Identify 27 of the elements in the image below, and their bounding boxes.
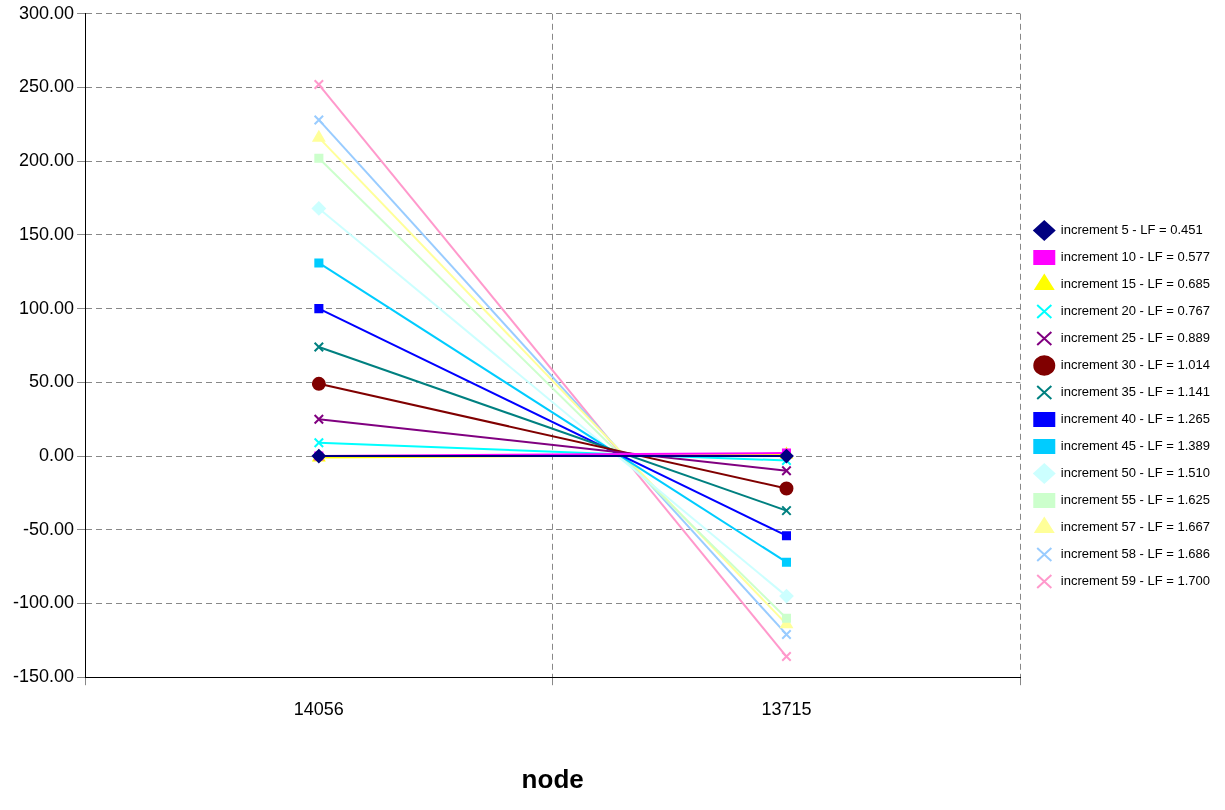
y-tick-label: 200.00 [18, 150, 75, 171]
legend-label: increment 57 - LF = 1.667 [1060, 519, 1211, 535]
y-tick-label: 250.00 [18, 76, 75, 97]
y-tick-label: -50.00 [23, 518, 75, 539]
y-tick-label: 0.00 [39, 445, 75, 466]
x-tick-label: 14056 [293, 698, 344, 719]
y-tick-label: -100.00 [12, 592, 75, 613]
y-tick-label: 50.00 [29, 371, 75, 392]
x-tick-label: 13715 [761, 698, 812, 719]
x-axis-title: node [521, 763, 584, 794]
legend-label: increment 58 - LF = 1.686 [1060, 546, 1211, 562]
legend-label: increment 20 - LF = 0.767 [1060, 303, 1211, 319]
legend-label: increment 30 - LF = 1.014 [1060, 357, 1211, 373]
legend-label: increment 10 - LF = 0.577 [1060, 249, 1211, 265]
y-tick-label: -150.00 [12, 666, 75, 687]
legend-label: increment 15 - LF = 0.685 [1060, 276, 1211, 292]
legend-label: increment 40 - LF = 1.265 [1060, 411, 1211, 427]
legend-label: increment 55 - LF = 1.625 [1060, 492, 1211, 508]
legend-label: increment 5 - LF = 0.451 [1060, 222, 1203, 238]
y-tick-label: 150.00 [18, 223, 75, 244]
legend-label: increment 45 - LF = 1.389 [1060, 438, 1211, 454]
legend-label: increment 35 - LF = 1.141 [1060, 384, 1211, 400]
legend-label: increment 59 - LF = 1.700 [1060, 573, 1211, 589]
legend-label: increment 25 - LF = 0.889 [1060, 330, 1211, 346]
y-tick-label: 100.00 [18, 297, 75, 318]
legend-label: increment 50 - LF = 1.510 [1060, 465, 1211, 481]
y-tick-label: 300.00 [18, 2, 75, 23]
